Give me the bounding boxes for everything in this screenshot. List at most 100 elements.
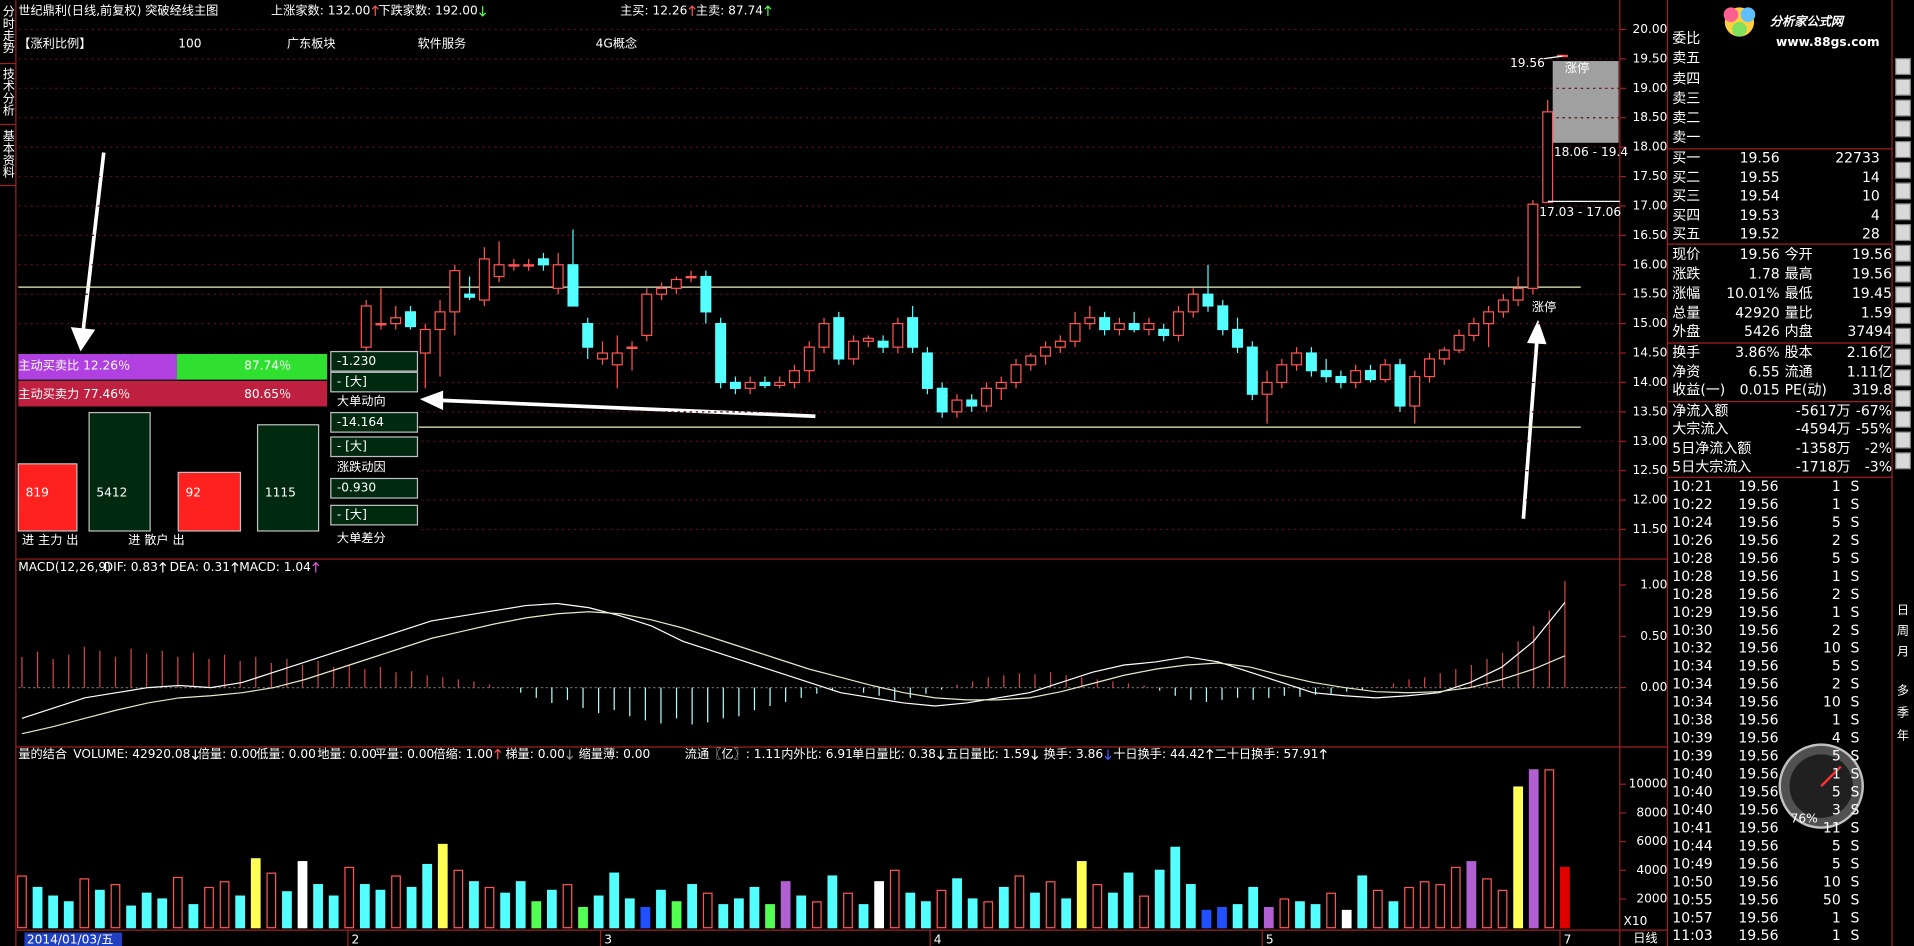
quote-text: S [1851, 820, 1860, 836]
tool-icon[interactable] [1895, 140, 1911, 159]
tool-icon[interactable] [1895, 223, 1911, 242]
arrow-icon [371, 5, 379, 16]
candle-body [966, 399, 978, 407]
tool-icon[interactable] [1895, 348, 1911, 366]
arrow-icon [159, 561, 167, 573]
tool-icon[interactable] [1895, 389, 1911, 408]
month-label: 3 [604, 932, 612, 946]
side-tab[interactable]: 分时走势 [1, 5, 15, 54]
side-text: -0.930 [337, 481, 376, 495]
volume-bar [1372, 889, 1383, 929]
tool-icon[interactable] [1895, 161, 1911, 179]
candle-body [744, 381, 756, 389]
tool-icon[interactable] [1895, 431, 1911, 449]
volume-bar [702, 892, 713, 929]
candle-body [1187, 293, 1199, 313]
quote-text: 19.56 [1738, 659, 1778, 675]
quote-text: 19.56 [1740, 151, 1780, 167]
quote-text: 10:28 [1672, 551, 1712, 567]
side-cell [330, 411, 419, 433]
quote-text: 买四 [1672, 208, 1700, 224]
quote-text: 3 [1832, 802, 1841, 818]
tool-icon[interactable] [1895, 57, 1911, 76]
candle-body [449, 270, 461, 313]
y-tick-label: 1.00 [1640, 578, 1667, 592]
tool-icon[interactable] [1895, 410, 1911, 428]
tool-icon[interactable] [1895, 120, 1911, 138]
indicator-text: 上涨家数: 132.00 [271, 2, 370, 17]
quote-text: 1 [1832, 479, 1841, 495]
quote-text: 1.59 [1861, 306, 1892, 322]
tool-icon[interactable] [1895, 78, 1911, 96]
y-tick-label: 19.50 [1633, 51, 1668, 65]
quote-text: 1 [1832, 910, 1841, 926]
side-tab[interactable]: 技术分析 [1, 67, 15, 117]
quote-text: 10:40 [1672, 767, 1712, 783]
volume-bar [921, 901, 931, 929]
quote-text: 换手 [1672, 344, 1700, 361]
quote-text: 收益(一) [1672, 383, 1725, 399]
period-button[interactable]: 多 [1897, 683, 1909, 697]
period-button[interactable]: 日 [1897, 603, 1909, 617]
tool-icon[interactable] [1895, 306, 1911, 325]
candle-body [1409, 375, 1421, 407]
indicator-text: 内外比: 6.91 [781, 747, 853, 761]
volume-bar [1014, 875, 1025, 929]
side-tab[interactable]: 基本资料 [1, 129, 15, 178]
tool-icon[interactable] [1895, 99, 1911, 117]
candle-body [1350, 370, 1362, 384]
volume-bar [1263, 906, 1274, 929]
quote-text: 10:34 [1672, 659, 1712, 675]
candle-body [1143, 323, 1155, 331]
indicator-text: 单日量比: 0.38 [852, 747, 936, 761]
arrow-icon [937, 749, 945, 761]
quote-text: 10:34 [1672, 677, 1712, 693]
period-button[interactable]: 季 [1897, 705, 1909, 719]
tool-icon[interactable] [1895, 182, 1911, 200]
tool-icon[interactable] [1895, 369, 1911, 387]
period-button[interactable]: 年 [1897, 729, 1909, 743]
side-text: 大单动向 [337, 393, 386, 408]
period-button[interactable]: 周 [1897, 624, 1909, 638]
indicator-text: 主买: 12.26 [620, 3, 687, 17]
candle-body [729, 381, 741, 389]
quote-text: 19.56 [1738, 533, 1778, 549]
indicator-text: 低量: 0.00 [256, 747, 316, 761]
candle-body [1527, 203, 1539, 289]
quote-text: 19.56 [1738, 497, 1778, 513]
quote-text: 19.56 [1738, 695, 1778, 711]
quote-text: 19.52 [1740, 226, 1780, 242]
candle-body [1305, 352, 1317, 372]
tool-icon[interactable] [1895, 203, 1911, 221]
volume-bar [391, 875, 401, 929]
volume-bar [359, 884, 370, 929]
volume-bar [282, 891, 292, 929]
ratio-bar-left [18, 353, 177, 380]
month-label: 5 [1266, 932, 1274, 946]
candle-body [980, 387, 992, 407]
candle-body [1010, 364, 1022, 384]
tool-icon[interactable] [1895, 265, 1911, 283]
candle-body [877, 340, 889, 348]
quote-text: 10:39 [1672, 731, 1712, 747]
quote-text: 5 [1832, 784, 1841, 800]
candle-body [626, 346, 638, 349]
tool-icon[interactable] [1895, 327, 1911, 345]
tag: 100 [178, 36, 201, 50]
indicator-text: 十日换手: 44.42 [1113, 747, 1205, 761]
tool-icon[interactable] [1895, 452, 1911, 470]
candle-body [478, 258, 490, 301]
side-cell [330, 371, 419, 393]
y-tick-label: 18.00 [1633, 140, 1668, 154]
quote-text: 19.56 [1738, 551, 1778, 567]
period-button[interactable]: 月 [1897, 644, 1909, 658]
volume-bar [1061, 898, 1072, 929]
quote-text: 10:34 [1672, 695, 1712, 711]
tool-icon[interactable] [1895, 244, 1911, 262]
quote-text: 19.56 [1738, 677, 1778, 693]
arrow-icon [312, 561, 320, 573]
volume-bar [1419, 881, 1430, 929]
tool-icon[interactable] [1895, 286, 1911, 304]
period-label[interactable]: 日线 [1633, 931, 1657, 945]
